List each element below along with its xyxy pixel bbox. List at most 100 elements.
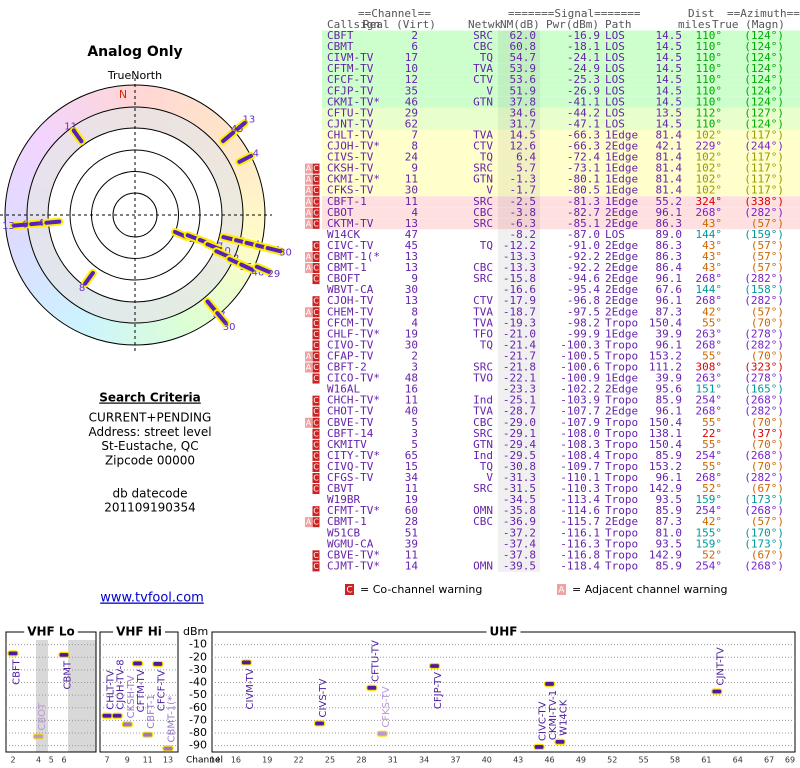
cell-nm: 6.4 — [516, 151, 536, 164]
row-bg — [322, 384, 800, 396]
warn-label: C — [313, 264, 319, 273]
nm-cell — [498, 483, 540, 495]
cell-dist: 142.9 — [649, 482, 682, 495]
y-tick-label: -70 — [189, 713, 207, 726]
cell-call: CBFT-2 — [327, 361, 367, 374]
cell-path: Tropo — [605, 493, 638, 506]
warn-label: C — [313, 219, 319, 228]
warn-box — [312, 461, 320, 472]
cell-real: 24 — [405, 151, 419, 164]
cell-call: CHLT-TV — [327, 128, 374, 141]
cell-net: SRC — [473, 272, 493, 285]
row-bg — [322, 516, 800, 528]
cell-call: CFKS-TV — [327, 184, 374, 197]
cell-dist: 14.5 — [656, 62, 683, 75]
cell-path: LOS — [605, 228, 625, 241]
cell-dist: 14.5 — [656, 51, 683, 64]
cell-path: LOS — [605, 73, 625, 86]
cell-pwr: -116.3 — [560, 537, 600, 550]
row-bg — [322, 472, 800, 484]
cell-pwr: -92.2 — [567, 250, 600, 263]
warn-label: A — [306, 363, 312, 372]
cell-path: 2Edge — [605, 206, 638, 219]
cell-true: 42° — [702, 305, 722, 318]
cell-net: CBC — [473, 515, 493, 528]
row-bg — [322, 41, 800, 53]
legend-text: = Co-channel warning — [360, 583, 482, 596]
cell-dist: 85.9 — [656, 559, 683, 572]
header: True (Magn) — [712, 18, 785, 31]
nm-cell — [498, 549, 540, 561]
signal-label: W14CK — [559, 699, 570, 736]
x-tick-label: 16 — [231, 756, 241, 765]
warn-box — [305, 218, 312, 229]
nm-cell — [498, 52, 540, 64]
cell-pwr: -107.9 — [560, 416, 600, 429]
signal-label: CFJP-TV — [433, 672, 444, 709]
cell-path: Tropo — [605, 394, 638, 407]
x-tick-label: 28 — [356, 756, 366, 765]
polar-mark — [254, 264, 271, 274]
warn-box — [312, 473, 320, 483]
cell-pwr: -103.9 — [560, 394, 600, 407]
band-name: UHF — [490, 625, 518, 639]
x-tick-label: 7 — [104, 756, 109, 765]
warn-label: C — [313, 330, 319, 339]
cell-path: Tropo — [605, 427, 638, 440]
cell-true: 110° — [696, 62, 723, 75]
cell-magn: (173°) — [744, 493, 784, 506]
signal-mark — [376, 730, 388, 737]
cell-pwr: -100.9 — [560, 372, 600, 385]
cell-dist: 55.2 — [656, 195, 683, 208]
link[interactable]: www.tvfool.com — [100, 591, 204, 606]
cell-true: 102° — [696, 128, 723, 141]
row-bg — [322, 163, 800, 175]
y-tick-label: -90 — [189, 739, 207, 752]
cell-pwr: -82.7 — [567, 206, 600, 219]
cell-dist: 81.4 — [656, 184, 683, 197]
cell-pwr: -116.1 — [560, 526, 600, 539]
polar-mark — [232, 120, 247, 134]
cell-true: 308° — [696, 361, 723, 374]
cell-nm: 53.6 — [510, 73, 537, 86]
signal-label: CFKS-TV — [381, 686, 392, 727]
cell-path: 1Edge — [605, 184, 638, 197]
nm-cell — [498, 74, 540, 86]
warn-label: C — [313, 462, 319, 471]
cell-path: 1Edge — [605, 162, 638, 175]
cell-pwr: -100.6 — [560, 361, 600, 374]
cell-dist: 96.1 — [656, 405, 683, 418]
cell-dist: 14.5 — [656, 40, 683, 53]
cell-nm: -3.8 — [510, 206, 537, 219]
cell-pwr: -92.2 — [567, 261, 600, 274]
cell-true: 110° — [696, 117, 723, 130]
cell-magn: (173°) — [744, 537, 784, 550]
signal-mark — [543, 680, 556, 688]
criteria-line: Address: street level — [88, 425, 211, 439]
cell-real: 29 — [405, 106, 418, 119]
warn-label: A — [306, 197, 312, 206]
cell-real: 40 — [405, 405, 418, 418]
y-tick-label: -60 — [189, 701, 207, 714]
cell-pwr: -118.4 — [560, 559, 600, 572]
warn-box — [305, 351, 312, 362]
polar-mark — [237, 153, 254, 164]
cell-net: SRC — [473, 162, 493, 175]
cell-nm: -30.8 — [503, 460, 536, 473]
cell-net: CBC — [473, 261, 493, 274]
cell-call: CHEM-TV — [327, 305, 374, 318]
legend-text: = Adjacent channel warning — [572, 583, 728, 596]
cell-nm: -35.8 — [503, 504, 536, 517]
cell-real: 11 — [405, 195, 418, 208]
cell-true: 43° — [702, 261, 722, 274]
cell-net: TVO — [473, 372, 493, 385]
cell-magn: (57°) — [751, 239, 784, 252]
cell-dist: 153.2 — [649, 349, 682, 362]
band-name-bg — [486, 626, 521, 638]
cell-call: CKTM-TV — [327, 217, 374, 230]
cell-call: CFTU-TV — [327, 106, 374, 119]
cell-net: TQ — [480, 51, 493, 64]
cell-path: 2Edge — [605, 515, 638, 528]
cell-pwr: -100.3 — [560, 338, 600, 351]
cell-net: OMN — [473, 504, 493, 517]
